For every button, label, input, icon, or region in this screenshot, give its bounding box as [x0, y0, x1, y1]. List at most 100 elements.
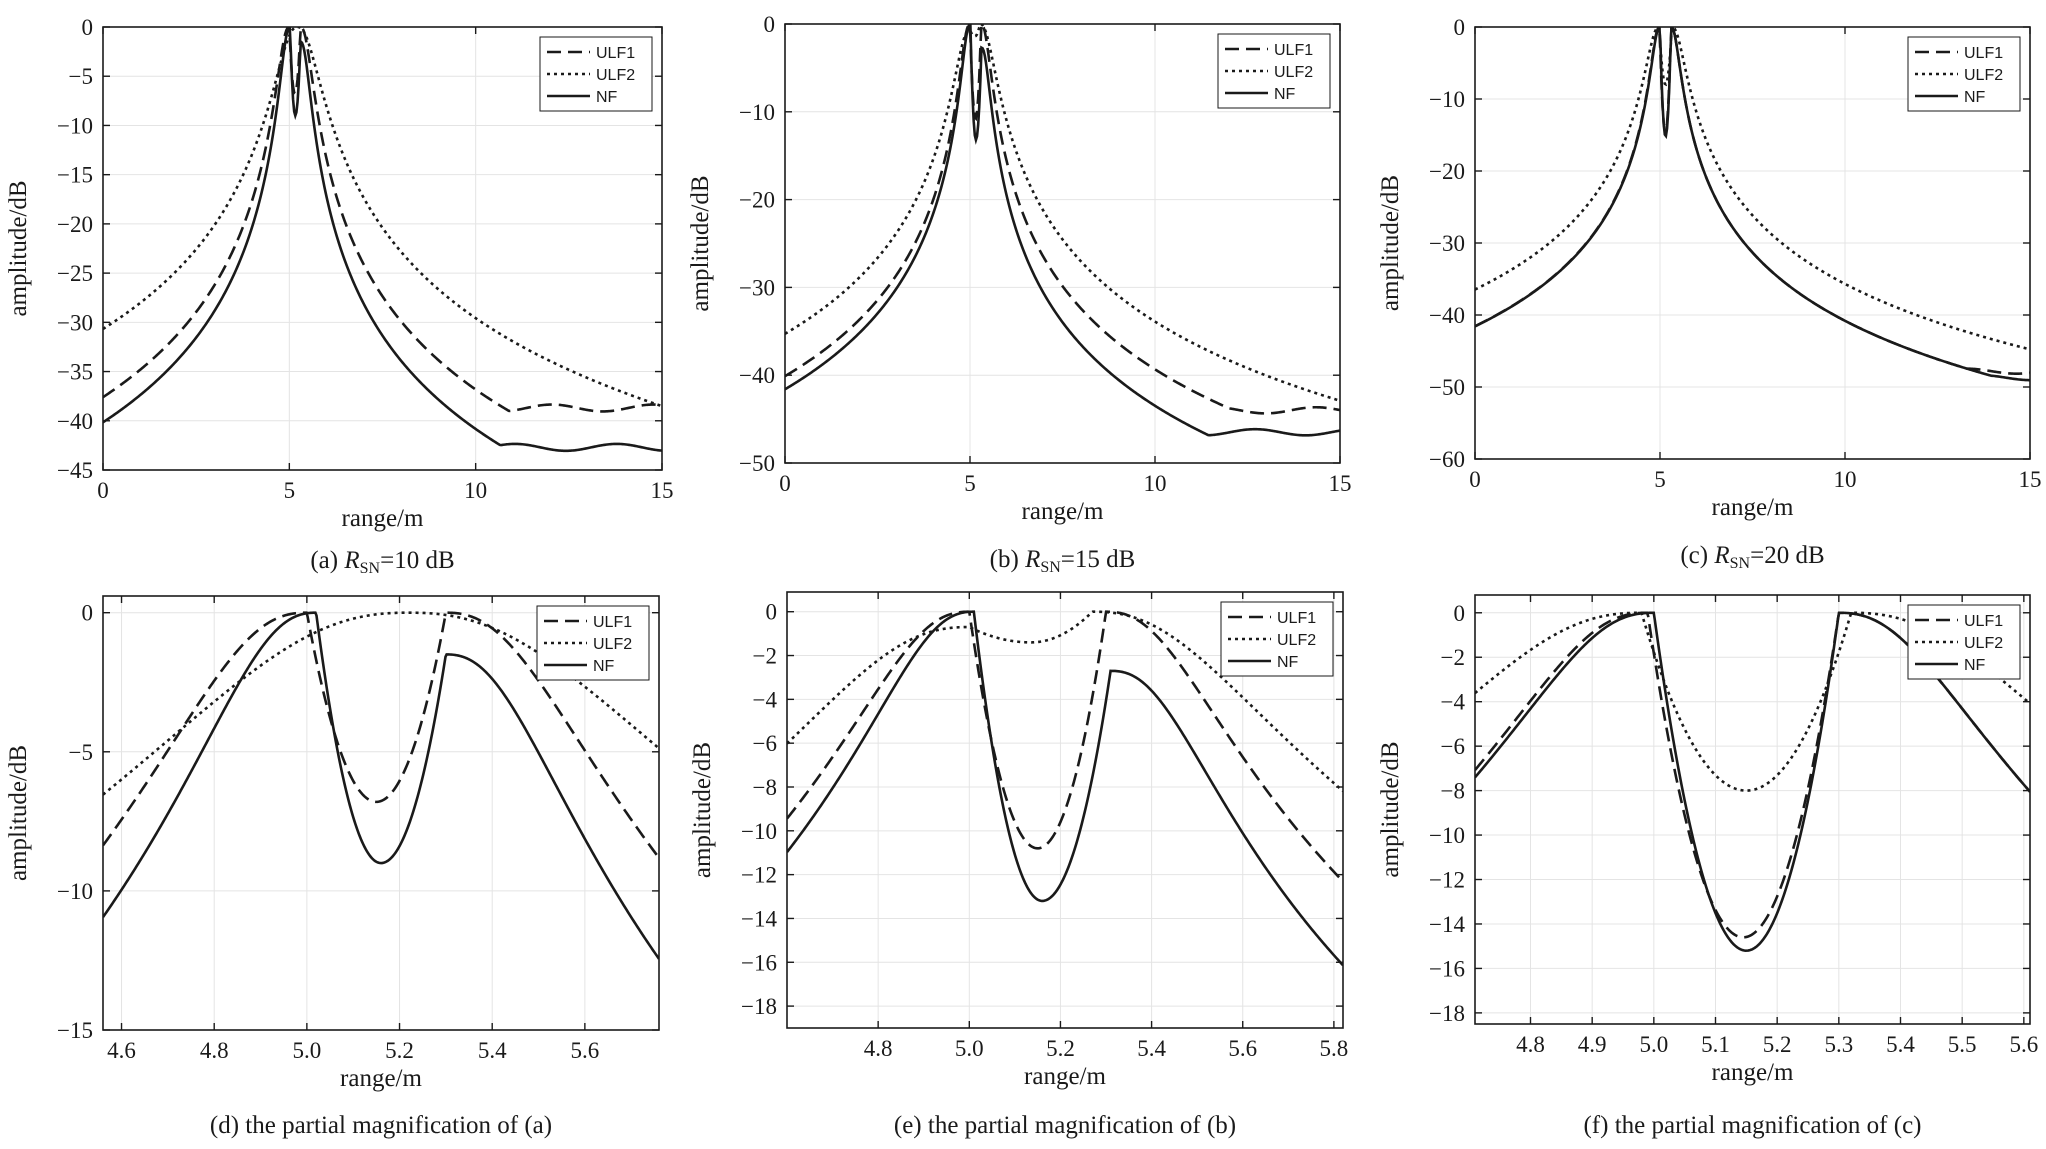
x-tick-label: 0: [779, 471, 791, 496]
x-tick-label: 5.0: [1639, 1032, 1668, 1057]
legend-label-ulf2: ULF2: [596, 67, 635, 84]
x-tick-label: 4.8: [200, 1038, 229, 1063]
x-tick-label: 5.4: [1137, 1036, 1166, 1061]
x-tick-label: 5.4: [478, 1038, 507, 1063]
legend-label-ulf2: ULF2: [1964, 67, 2003, 84]
y-tick-label: 0: [1454, 601, 1466, 626]
legend-label-ulf2: ULF2: [1274, 64, 1313, 81]
legend-label-ulf1: ULF1: [596, 45, 635, 62]
y-tick-label: −2: [753, 644, 777, 669]
axes-frame: [102, 595, 660, 1031]
y-axis-label: amplitude/dB: [5, 745, 32, 881]
x-tick-label: 5.8: [1320, 1036, 1349, 1061]
legend: ULF1 ULF2 NF: [536, 605, 650, 681]
x-tick-label: 4.8: [864, 1036, 893, 1061]
chart-panel-c: 0 5 10 15 0 −10 −20 −30 −40 −50 −60 range/m amplitud…: [1377, 15, 2042, 572]
x-tick-label: 5.5: [1948, 1032, 1977, 1057]
y-tick-label: −8: [753, 775, 777, 800]
y-tick-label: −16: [741, 950, 777, 975]
y-tick-label: −40: [1429, 303, 1465, 328]
y-tick-label: −20: [739, 188, 775, 213]
chart-panel-f: 4.8 4.9 5.0 5.1 5.2 5.3 5.4 5.5 5.6 0 −2 −4 −6 −8 −10 −…: [1377, 594, 2038, 1139]
y-axis-label: amplitude/dB: [1377, 741, 1404, 877]
x-tick-label: 10: [464, 478, 487, 503]
x-tick-label: 15: [2019, 467, 2042, 492]
x-tick-label: 4.6: [107, 1038, 136, 1063]
series-line-nf: [1475, 27, 2030, 382]
series-line-ulf2: [1475, 27, 2030, 351]
panel-caption: (b) RSN=15 dB: [990, 546, 1136, 576]
legend-box: [1217, 33, 1331, 109]
x-tick-label: 4.9: [1578, 1032, 1607, 1057]
x-axis-label: range/m: [1022, 498, 1104, 525]
x-tick-label: 5: [964, 471, 976, 496]
legend-label-nf: NF: [1964, 657, 1986, 674]
y-tick-label: −40: [57, 409, 93, 434]
series-line-ulf2: [787, 610, 1343, 793]
x-tick-label: 5.2: [1046, 1036, 1075, 1061]
y-tick-label: −30: [1429, 231, 1465, 256]
y-tick-label: −30: [57, 310, 93, 335]
y-tick-label: −10: [741, 819, 777, 844]
legend-label-ulf1: ULF1: [1277, 610, 1316, 627]
x-tick-label: 4.8: [1516, 1032, 1545, 1057]
y-tick-label: −4: [753, 687, 778, 712]
axes-frame: [1474, 594, 2031, 1025]
series-line-nf: [785, 24, 1340, 437]
y-tick-label: −60: [1429, 447, 1465, 472]
chart-panel-b: 0 5 10 15 0 −10 −20 −30 −40 −50 range/m amplitude/d…: [687, 12, 1352, 576]
y-tick-label: 0: [82, 15, 94, 40]
legend-box: [1907, 604, 2021, 680]
series-line-ulf1: [103, 27, 662, 413]
y-tick-label: −50: [1429, 375, 1465, 400]
chart-panel-e: 4.8 5.0 5.2 5.4 5.6 5.8 0 −2 −4 −6 −8 −10 −12 −14 −16 −…: [689, 591, 1349, 1139]
panel-caption: (a) RSN=10 dB: [310, 547, 454, 577]
y-tick-label: −35: [57, 360, 93, 385]
legend-box: [539, 36, 653, 112]
series-line-ulf2: [103, 611, 659, 796]
series-line-nf: [787, 610, 1343, 967]
x-tick-label: 15: [1329, 471, 1352, 496]
y-tick-label: −10: [57, 113, 93, 138]
x-tick-label: 5.0: [955, 1036, 984, 1061]
x-tick-label: 5.2: [385, 1038, 414, 1063]
x-tick-label: 10: [1834, 467, 1857, 492]
legend-label-ulf1: ULF1: [1964, 45, 2003, 62]
y-tick-label: −10: [739, 100, 775, 125]
x-axis-label: range/m: [342, 505, 424, 532]
y-tick-label: −16: [1429, 956, 1465, 981]
series-line-ulf2: [1475, 611, 2030, 792]
y-axis-label: amplitude/dB: [689, 742, 716, 878]
y-tick-label: 0: [766, 600, 778, 625]
panel-caption: (e) the partial magnification of (b): [894, 1112, 1236, 1139]
legend-label-ulf1: ULF1: [1274, 42, 1313, 59]
y-tick-label: −12: [1429, 868, 1465, 893]
x-tick-label: 5.0: [292, 1038, 321, 1063]
panel-caption: (d) the partial magnification of (a): [210, 1112, 552, 1139]
y-tick-label: −10: [1429, 823, 1465, 848]
y-tick-label: −14: [1429, 912, 1465, 937]
legend-label-ulf2: ULF2: [1277, 632, 1316, 649]
x-tick-label: 5.2: [1763, 1032, 1792, 1057]
chart-panel-a: 0 5 10 15 0 −5 −10 −15 −20 −25 −30 −35 −40 −45 range/m…: [5, 15, 674, 577]
y-tick-label: −6: [1441, 734, 1465, 759]
x-axis-label: range/m: [1024, 1063, 1106, 1090]
y-tick-label: −15: [57, 163, 93, 188]
axes-frame: [784, 23, 1341, 464]
x-tick-label: 5.1: [1701, 1032, 1730, 1057]
y-tick-label: −18: [1429, 1001, 1465, 1026]
panel-caption: (f) the partial magnification of (c): [1583, 1112, 1921, 1139]
legend-label-nf: NF: [593, 658, 615, 675]
legend: ULF1 ULF2 NF: [1907, 36, 2021, 112]
axes-frame: [102, 26, 663, 471]
legend-label-ulf1: ULF1: [1964, 613, 2003, 630]
y-tick-label: −2: [1441, 645, 1465, 670]
y-tick-label: −15: [57, 1018, 93, 1043]
y-tick-label: −10: [1429, 87, 1465, 112]
series-line-nf: [103, 27, 662, 453]
y-axis-label: amplitude/dB: [687, 175, 714, 311]
legend: ULF1 ULF2 NF: [1907, 604, 2021, 680]
y-tick-label: −10: [57, 879, 93, 904]
y-tick-label: −12: [741, 863, 777, 888]
